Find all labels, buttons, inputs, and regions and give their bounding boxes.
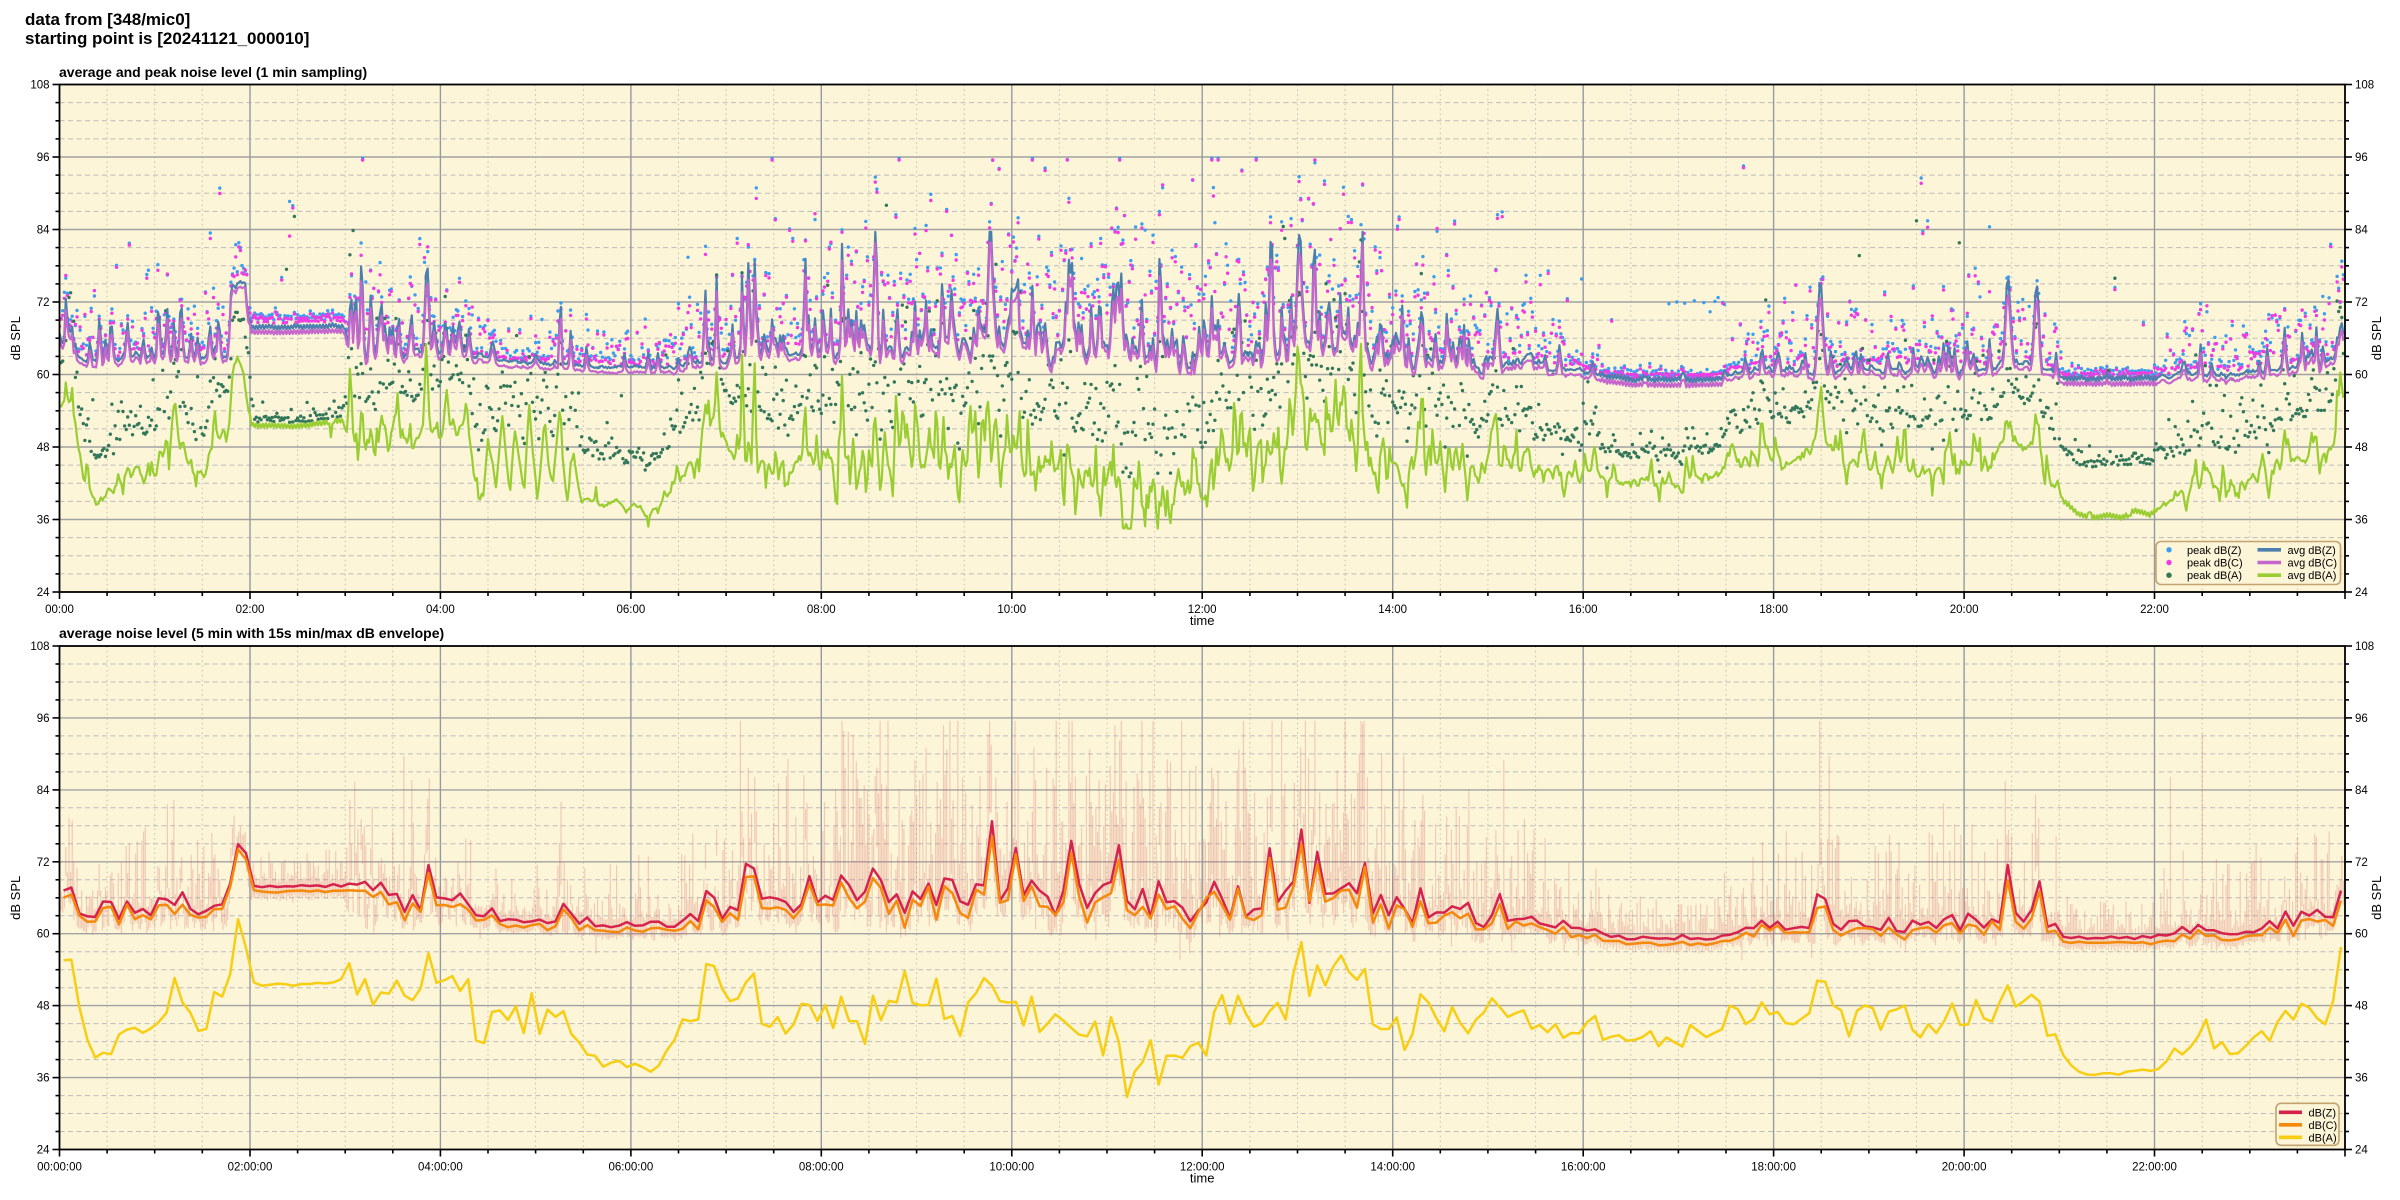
svg-text:08:00:00: 08:00:00 bbox=[799, 1162, 844, 1174]
svg-text:36: 36 bbox=[2355, 1073, 2368, 1085]
svg-text:60: 60 bbox=[2355, 929, 2368, 941]
svg-text:10:00: 10:00 bbox=[997, 604, 1026, 616]
svg-text:average noise level (5 min wit: average noise level (5 min with 15s min/… bbox=[59, 625, 444, 641]
svg-text:48: 48 bbox=[37, 1001, 50, 1013]
svg-text:avg dB(C): avg dB(C) bbox=[2288, 558, 2338, 570]
svg-text:data from [348/mic0]: data from [348/mic0] bbox=[25, 10, 190, 29]
svg-text:dB(C): dB(C) bbox=[2309, 1120, 2338, 1132]
svg-text:48: 48 bbox=[2355, 1001, 2368, 1013]
svg-text:84: 84 bbox=[37, 785, 50, 797]
svg-text:108: 108 bbox=[30, 80, 49, 92]
svg-text:dB(Z): dB(Z) bbox=[2309, 1107, 2337, 1119]
svg-text:avg dB(Z): avg dB(Z) bbox=[2288, 545, 2336, 557]
svg-text:108: 108 bbox=[2355, 641, 2374, 653]
svg-text:84: 84 bbox=[37, 225, 50, 237]
svg-text:06:00: 06:00 bbox=[617, 604, 646, 616]
svg-text:16:00: 16:00 bbox=[1569, 604, 1598, 616]
svg-text:04:00: 04:00 bbox=[426, 604, 455, 616]
svg-text:24: 24 bbox=[37, 587, 50, 599]
svg-text:dB SPL: dB SPL bbox=[2369, 316, 2384, 360]
svg-text:20:00: 20:00 bbox=[1950, 604, 1979, 616]
svg-text:14:00:00: 14:00:00 bbox=[1370, 1162, 1415, 1174]
svg-text:00:00: 00:00 bbox=[45, 604, 74, 616]
svg-text:08:00: 08:00 bbox=[807, 604, 836, 616]
svg-text:dB SPL: dB SPL bbox=[2369, 876, 2384, 920]
svg-text:00:00:00: 00:00:00 bbox=[37, 1162, 82, 1174]
svg-text:96: 96 bbox=[2355, 713, 2368, 725]
svg-text:peak dB(Z): peak dB(Z) bbox=[2187, 545, 2241, 557]
svg-text:24: 24 bbox=[2355, 1145, 2368, 1157]
svg-text:22:00: 22:00 bbox=[2140, 604, 2169, 616]
svg-text:72: 72 bbox=[37, 857, 50, 869]
svg-text:96: 96 bbox=[37, 713, 50, 725]
svg-text:time: time bbox=[1190, 613, 1215, 628]
svg-text:36: 36 bbox=[37, 515, 50, 527]
svg-text:84: 84 bbox=[2355, 225, 2368, 237]
svg-text:04:00:00: 04:00:00 bbox=[418, 1162, 463, 1174]
svg-text:dB SPL: dB SPL bbox=[8, 316, 23, 360]
svg-text:60: 60 bbox=[2355, 370, 2368, 382]
svg-text:02:00: 02:00 bbox=[236, 604, 265, 616]
svg-text:peak dB(A): peak dB(A) bbox=[2187, 570, 2242, 582]
svg-text:time: time bbox=[1190, 1171, 1215, 1186]
svg-text:peak dB(C): peak dB(C) bbox=[2187, 558, 2243, 570]
svg-text:24: 24 bbox=[2355, 587, 2368, 599]
svg-text:dB SPL: dB SPL bbox=[8, 876, 23, 920]
svg-text:starting point is [20241121_00: starting point is [20241121_000010] bbox=[25, 29, 309, 48]
svg-text:48: 48 bbox=[37, 442, 50, 454]
svg-text:36: 36 bbox=[2355, 515, 2368, 527]
svg-text:48: 48 bbox=[2355, 442, 2368, 454]
svg-text:22:00:00: 22:00:00 bbox=[2132, 1162, 2177, 1174]
svg-text:12:00: 12:00 bbox=[1188, 604, 1217, 616]
svg-text:108: 108 bbox=[2355, 80, 2374, 92]
svg-text:60: 60 bbox=[37, 370, 50, 382]
svg-text:72: 72 bbox=[2355, 297, 2368, 309]
svg-text:60: 60 bbox=[37, 929, 50, 941]
svg-text:96: 96 bbox=[37, 152, 50, 164]
svg-text:20:00:00: 20:00:00 bbox=[1942, 1162, 1987, 1174]
svg-text:14:00: 14:00 bbox=[1378, 604, 1407, 616]
svg-text:06:00:00: 06:00:00 bbox=[609, 1162, 654, 1174]
svg-text:108: 108 bbox=[30, 641, 49, 653]
svg-text:96: 96 bbox=[2355, 152, 2368, 164]
svg-text:12:00:00: 12:00:00 bbox=[1180, 1162, 1225, 1174]
svg-text:72: 72 bbox=[37, 297, 50, 309]
svg-text:avg dB(A): avg dB(A) bbox=[2288, 570, 2337, 582]
svg-text:84: 84 bbox=[2355, 785, 2368, 797]
svg-text:72: 72 bbox=[2355, 857, 2368, 869]
svg-text:18:00:00: 18:00:00 bbox=[1751, 1162, 1796, 1174]
svg-text:average and peak noise level (: average and peak noise level (1 min samp… bbox=[59, 64, 367, 80]
svg-text:18:00: 18:00 bbox=[1759, 604, 1788, 616]
svg-text:36: 36 bbox=[37, 1073, 50, 1085]
svg-text:02:00:00: 02:00:00 bbox=[228, 1162, 273, 1174]
svg-text:16:00:00: 16:00:00 bbox=[1561, 1162, 1606, 1174]
svg-text:10:00:00: 10:00:00 bbox=[989, 1162, 1034, 1174]
svg-text:24: 24 bbox=[37, 1145, 50, 1157]
svg-text:dB(A): dB(A) bbox=[2309, 1132, 2337, 1144]
